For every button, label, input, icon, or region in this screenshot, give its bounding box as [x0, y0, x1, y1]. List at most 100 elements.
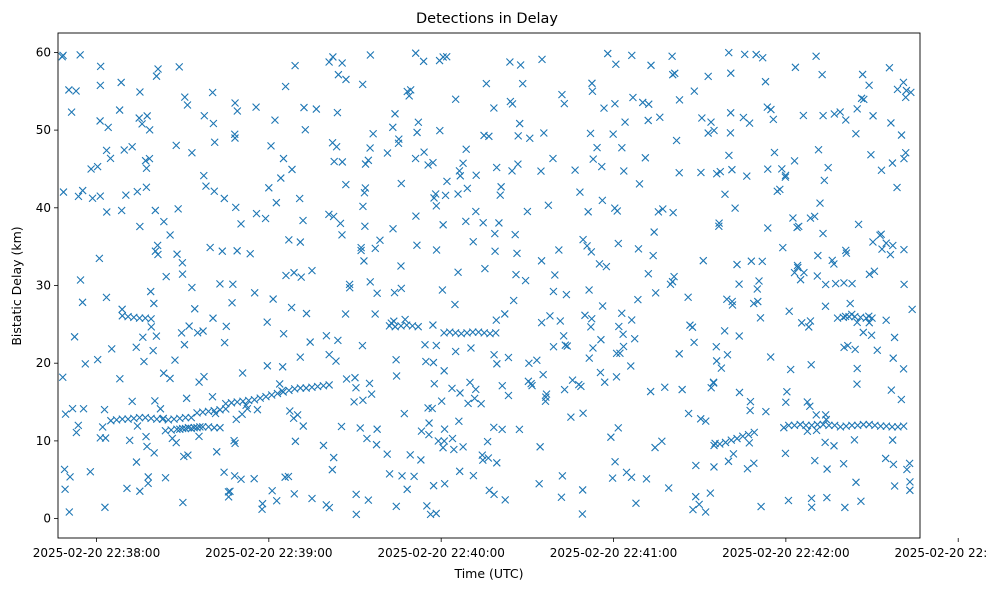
data-point — [511, 230, 520, 239]
data-point — [456, 389, 464, 397]
data-point — [710, 463, 718, 471]
data-point — [603, 49, 612, 58]
data-point — [439, 220, 448, 229]
data-point — [59, 188, 68, 196]
data-point — [482, 79, 491, 88]
data-point — [95, 254, 104, 263]
data-point — [472, 171, 481, 180]
data-point — [812, 52, 820, 61]
data-point — [704, 72, 713, 81]
data-point — [61, 485, 69, 494]
data-point — [842, 249, 851, 258]
data-point — [174, 204, 183, 213]
data-point — [138, 119, 146, 128]
data-point — [873, 346, 882, 355]
data-point — [332, 142, 341, 151]
data-point — [272, 496, 281, 505]
data-point — [887, 119, 895, 127]
data-point — [322, 331, 331, 340]
data-point — [333, 108, 342, 117]
data-point — [777, 164, 786, 173]
data-point — [208, 392, 217, 401]
data-point — [430, 194, 438, 202]
data-point — [282, 271, 290, 280]
data-point — [492, 163, 501, 172]
data-point — [697, 114, 706, 122]
data-point — [491, 329, 500, 337]
data-point — [406, 450, 415, 459]
data-point — [504, 391, 513, 400]
data-point — [782, 387, 791, 396]
data-point — [288, 165, 296, 174]
data-point — [908, 305, 917, 314]
data-point — [411, 154, 420, 163]
data-point — [893, 183, 901, 192]
data-point — [195, 432, 203, 441]
data-point — [392, 355, 400, 364]
data-point — [403, 485, 412, 494]
data-point — [471, 385, 480, 394]
data-point — [721, 438, 730, 447]
data-point — [638, 98, 647, 107]
data-point — [527, 379, 536, 388]
data-point — [690, 338, 698, 347]
data-point — [747, 257, 756, 266]
data-point — [793, 261, 802, 270]
data-point — [490, 350, 498, 359]
data-point — [358, 341, 367, 350]
data-point — [525, 134, 534, 143]
data-point — [120, 146, 129, 154]
data-point — [429, 158, 437, 167]
data-point — [583, 241, 591, 250]
data-point — [154, 65, 162, 73]
data-point — [338, 158, 347, 166]
data-point — [556, 317, 565, 325]
data-point — [267, 142, 275, 150]
data-point — [598, 302, 607, 310]
data-point — [890, 333, 899, 342]
data-point — [268, 486, 277, 495]
data-point — [397, 284, 406, 293]
data-point — [371, 244, 380, 253]
data-point — [560, 385, 569, 394]
data-point — [514, 160, 522, 169]
data-point — [216, 423, 224, 432]
data-point — [813, 272, 822, 280]
data-point — [716, 167, 725, 176]
data-point — [361, 184, 370, 192]
data-point — [161, 473, 170, 482]
data-point — [744, 430, 753, 439]
data-point — [642, 474, 651, 483]
data-point — [419, 57, 428, 66]
data-point — [489, 104, 498, 112]
data-point — [578, 486, 587, 494]
data-point — [735, 332, 744, 340]
data-point — [664, 484, 673, 492]
data-point — [612, 349, 621, 358]
data-point — [135, 222, 144, 231]
data-point — [515, 119, 524, 128]
data-point — [449, 445, 458, 454]
data-point — [695, 500, 704, 509]
data-point — [514, 132, 523, 140]
data-point — [221, 405, 230, 413]
data-point — [649, 251, 658, 260]
data-point — [512, 270, 520, 279]
data-point — [373, 425, 382, 434]
data-point — [491, 247, 499, 256]
data-point — [784, 496, 793, 505]
data-point — [61, 410, 70, 419]
data-point — [593, 143, 601, 152]
data-point — [888, 436, 897, 444]
data-point — [807, 360, 816, 369]
data-point — [745, 438, 754, 447]
data-point — [812, 410, 821, 419]
data-point — [284, 236, 293, 244]
data-point — [627, 51, 636, 60]
data-point — [302, 309, 311, 318]
data-point — [159, 217, 168, 226]
data-point — [272, 198, 281, 207]
data-point — [544, 201, 553, 210]
data-point — [273, 389, 282, 398]
data-point — [621, 118, 629, 126]
